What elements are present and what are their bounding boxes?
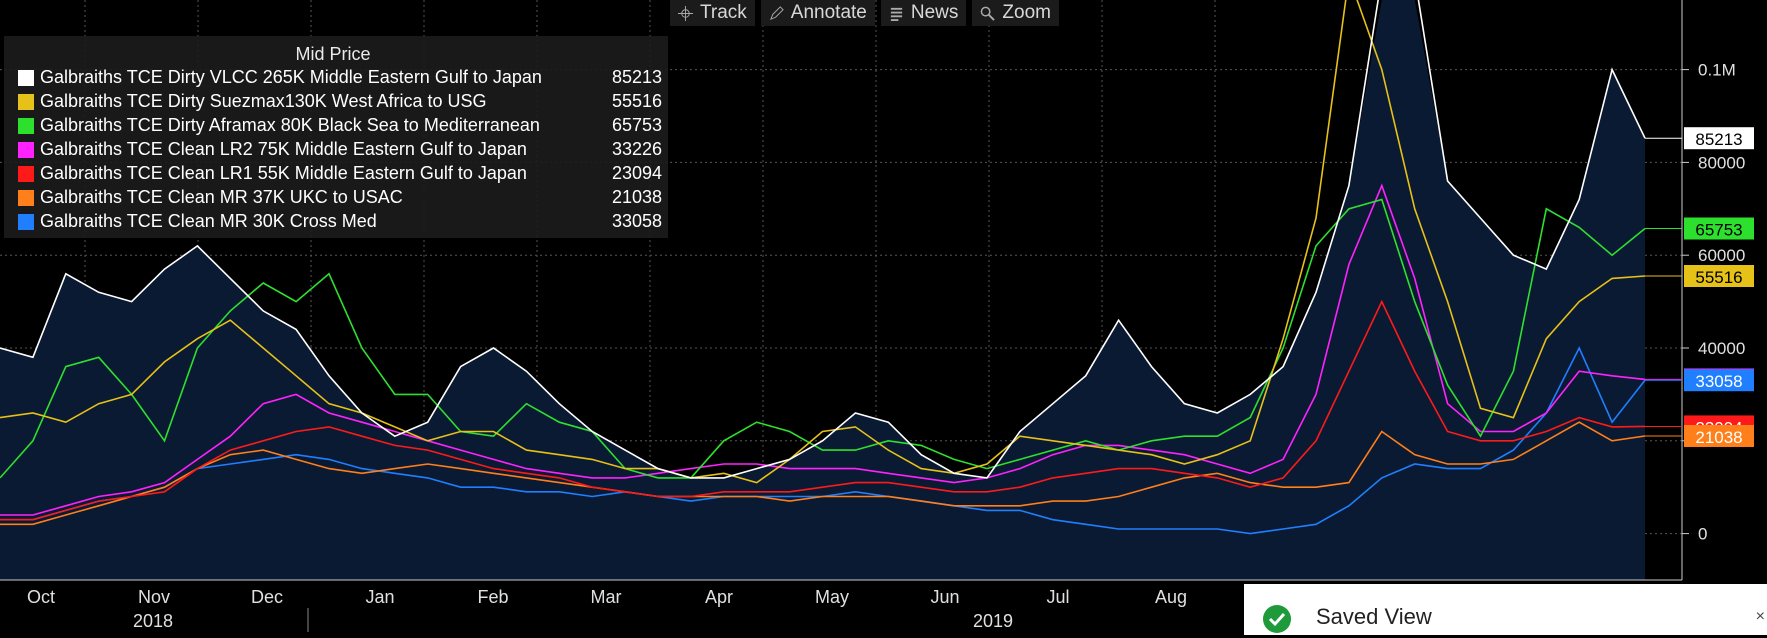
series-line: [0, 0, 1646, 479]
legend-value: 85213: [611, 67, 662, 87]
legend-swatch: [18, 166, 34, 182]
last-value-tag: 85213: [1645, 127, 1754, 149]
legend-value: 33226: [611, 139, 662, 159]
legend-item[interactable]: Galbraiths TCE Dirty VLCC 265K Middle Ea…: [4, 66, 668, 90]
legend-title: Mid Price: [295, 44, 371, 64]
annotate-label: Annotate: [790, 2, 867, 23]
y-tick-label: 40000: [1698, 339, 1745, 358]
last-value-labels: 85213555166575333226230942103833058: [1645, 127, 1754, 447]
legend-label: Galbraiths TCE Dirty Aframax 80K Black S…: [40, 115, 540, 135]
legend-value: 55516: [611, 91, 662, 111]
legend-item[interactable]: Galbraiths TCE Dirty Aframax 80K Black S…: [4, 114, 668, 138]
zoom-label: Zoom: [1002, 2, 1051, 23]
y-tick-label: 0.1M: [1698, 61, 1736, 80]
y-tick-label: 0: [1698, 525, 1707, 544]
chart-legend: Mid Price Galbraiths TCE Dirty VLCC 265K…: [4, 36, 668, 238]
series-line: [0, 421, 1646, 526]
legend-swatch: [18, 94, 34, 110]
chart-toolbar: Track Annotate News Zoom: [670, 0, 1059, 28]
x-year-label: 2018: [133, 611, 173, 631]
last-value-box: [1684, 127, 1754, 150]
legend-label: Galbraiths TCE Clean LR2 75K Middle East…: [40, 139, 527, 159]
checkmark-icon: [1263, 605, 1291, 633]
last-value-tag: 55516: [1645, 265, 1754, 288]
legend-value: 33058: [611, 211, 662, 231]
x-tick-label: May: [815, 587, 849, 607]
legend-swatch: [18, 190, 34, 206]
x-tick-label: Apr: [705, 587, 733, 607]
legend-label: Galbraiths TCE Clean LR1 55K Middle East…: [40, 163, 527, 183]
zoom-button[interactable]: Zoom: [972, 0, 1059, 26]
pencil-icon: [769, 5, 784, 20]
area-fill-layer: [0, 0, 1645, 580]
x-tick-label: Oct: [27, 587, 55, 607]
last-value-tag: 33058: [1645, 369, 1754, 392]
last-value-text: 33058: [1695, 372, 1742, 391]
x-tick-label: Jun: [930, 587, 959, 607]
last-value-text: 65753: [1695, 221, 1742, 240]
legend-swatch: [18, 214, 34, 230]
legend-value: 23094: [611, 163, 662, 183]
last-value-box: [1684, 265, 1754, 288]
last-value-box: [1684, 217, 1754, 240]
news-button[interactable]: News: [880, 0, 967, 26]
legend-swatch: [18, 142, 34, 158]
legend-item[interactable]: Galbraiths TCE Clean MR 30K Cross Med 330…: [4, 210, 668, 234]
magnifier-icon: [981, 6, 996, 21]
legend-label: Galbraiths TCE Dirty VLCC 265K Middle Ea…: [40, 67, 542, 87]
legend-value: 65753: [611, 115, 662, 135]
x-tick-label: Nov: [138, 587, 170, 607]
last-value-text: 21038: [1695, 428, 1742, 447]
x-tick-label: Aug: [1155, 587, 1187, 607]
x-tick-label: Jan: [365, 587, 394, 607]
annotate-button[interactable]: Annotate: [760, 0, 875, 26]
toast-message: Saved View: [1316, 604, 1432, 629]
news-icon: [890, 7, 902, 21]
legend-label: Galbraiths TCE Clean MR 37K UKC to USAC: [40, 187, 403, 207]
series-lines: [0, 0, 1646, 535]
news-label: News: [910, 2, 959, 23]
y-tick-label: 80000: [1698, 153, 1745, 172]
track-label: Track: [700, 2, 747, 23]
legend-swatch: [18, 70, 34, 86]
x-axis: Oct Nov Dec Jan Feb Mar Apr May Jun Jul Aug 2018 201…: [0, 579, 1682, 632]
last-value-tag: 21038: [1645, 424, 1754, 447]
last-value-box: [1684, 369, 1754, 392]
x-tick-label: Feb: [477, 587, 508, 607]
legend-item[interactable]: Galbraiths TCE Clean LR2 75K Middle East…: [4, 138, 668, 162]
last-value-text: 85213: [1695, 130, 1742, 149]
legend-item[interactable]: Galbraiths TCE Dirty Suezmax130K West Af…: [4, 90, 668, 114]
y-tick-label: 60000: [1698, 246, 1745, 265]
x-tick-label: Jul: [1046, 587, 1069, 607]
track-button[interactable]: Track: [670, 0, 755, 26]
legend-swatch: [18, 118, 34, 134]
series-area-fill: [0, 0, 1645, 580]
last-value-text: 55516: [1695, 268, 1742, 287]
legend-item[interactable]: Galbraiths TCE Clean MR 37K UKC to USAC 2…: [4, 186, 668, 210]
x-tick-label: Dec: [251, 587, 283, 607]
x-tick-label: Mar: [591, 587, 622, 607]
close-icon[interactable]: ×: [1755, 608, 1765, 625]
legend-value: 21038: [611, 187, 662, 207]
series-line: [0, 183, 1646, 516]
last-value-tag: 65753: [1645, 217, 1754, 240]
saved-view-toast: Saved View ×: [1244, 584, 1767, 635]
series-line: [0, 198, 1646, 479]
series-line: [0, 299, 1646, 521]
series-line: [0, 0, 1646, 484]
x-year-label: 2019: [973, 611, 1013, 631]
legend-item[interactable]: Galbraiths TCE Clean LR1 55K Middle East…: [4, 162, 668, 186]
crosshair-icon: [678, 5, 693, 21]
legend-label: Galbraiths TCE Dirty Suezmax130K West Af…: [40, 91, 487, 111]
legend-label: Galbraiths TCE Clean MR 30K Cross Med: [40, 211, 377, 231]
last-value-box: [1684, 424, 1754, 447]
